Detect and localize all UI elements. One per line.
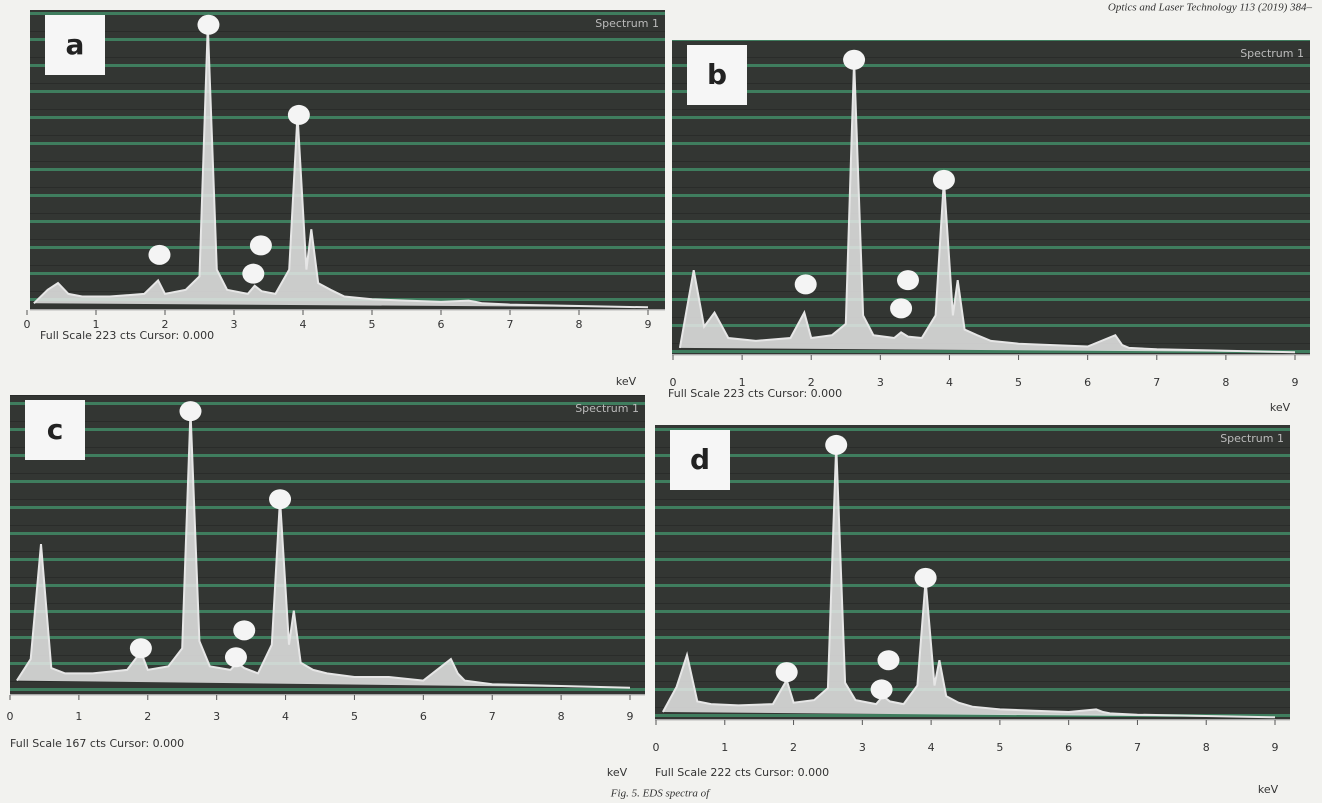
x-tick-label: 7 — [1134, 741, 1141, 754]
peak-marker — [877, 650, 900, 671]
plot-background — [30, 10, 665, 310]
spectrum-title: Spectrum 1 — [1220, 432, 1284, 445]
peak-marker — [269, 489, 292, 510]
x-axis-unit: keV — [616, 375, 637, 388]
spectrum — [33, 24, 649, 309]
panel-label-box — [670, 430, 730, 490]
panel-label-box — [45, 15, 105, 75]
x-tick-label: 6 — [420, 710, 427, 723]
full-scale-note: Full Scale 167 cts Cursor: 0.000 — [10, 737, 184, 750]
full-scale-note: Full Scale 223 cts Cursor: 0.000 — [668, 387, 842, 400]
x-tick-label: 8 — [1222, 376, 1229, 389]
x-tick-label: 5 — [996, 741, 1003, 754]
full-scale-note: Full Scale 222 cts Cursor: 0.000 — [655, 766, 829, 779]
x-tick-label: 5 — [351, 710, 358, 723]
x-tick-label: 9 — [627, 710, 634, 723]
peak-marker — [843, 49, 866, 70]
x-tick-label: 1 — [739, 376, 746, 389]
x-tick-label: 7 — [489, 710, 496, 723]
peak-marker — [775, 662, 798, 683]
peak-marker — [914, 567, 937, 588]
panel-label-box — [25, 400, 85, 460]
x-axis-unit: keV — [607, 766, 628, 779]
x-tick-label: 0 — [24, 318, 31, 331]
peak-marker — [129, 638, 152, 659]
spectrum-title: Spectrum 1 — [575, 402, 639, 415]
x-tick-label: 2 — [162, 318, 169, 331]
x-tick-label: 3 — [231, 318, 238, 331]
x-tick-label: 4 — [300, 318, 307, 331]
plot-background — [672, 40, 1310, 355]
x-tick-label: 7 — [1153, 376, 1160, 389]
panel-label-box — [687, 45, 747, 105]
spectrum-title: Spectrum 1 — [595, 17, 659, 30]
x-tick-label: 5 — [369, 318, 376, 331]
peak-marker — [233, 620, 256, 641]
peak-marker — [242, 263, 265, 284]
x-tick-label: 4 — [282, 710, 289, 723]
x-tick-label: 0 — [7, 710, 14, 723]
x-tick-label: 3 — [877, 376, 884, 389]
x-axis-unit: keV — [1258, 783, 1279, 796]
spectrum — [662, 444, 1276, 719]
panel-label: d — [690, 443, 710, 476]
x-tick-label: 0 — [670, 376, 677, 389]
x-tick-label: 4 — [928, 741, 935, 754]
panel-label: b — [707, 58, 727, 91]
plot-background — [655, 425, 1290, 720]
x-tick-label: 5 — [1015, 376, 1022, 389]
x-tick-label: 2 — [790, 741, 797, 754]
x-tick-label: 8 — [1203, 741, 1210, 754]
x-tick-label: 8 — [576, 318, 583, 331]
x-tick-label: 6 — [1065, 741, 1072, 754]
peak-marker — [148, 244, 171, 265]
x-tick-label: 9 — [1292, 376, 1299, 389]
x-axis-unit: keV — [1270, 401, 1291, 414]
peak-marker — [287, 104, 310, 125]
x-tick-label: 3 — [213, 710, 220, 723]
peak-marker — [224, 647, 247, 668]
x-tick-label: 6 — [438, 318, 445, 331]
journal-header: Optics and Laser Technology 113 (2019) 3… — [1108, 2, 1313, 14]
peak-marker — [896, 270, 919, 291]
peak-marker — [890, 298, 913, 319]
panel-label: a — [66, 28, 85, 61]
peak-marker — [825, 434, 848, 455]
panel-label: c — [47, 413, 64, 446]
peak-marker — [179, 401, 202, 422]
x-tick-label: 2 — [144, 710, 151, 723]
x-tick-label: 9 — [1272, 741, 1279, 754]
spectrum-title: Spectrum 1 — [1240, 47, 1304, 60]
x-tick-label: 6 — [1084, 376, 1091, 389]
plot-background — [10, 395, 645, 695]
peak-marker — [197, 14, 220, 35]
spectrum — [16, 411, 631, 689]
peak-marker — [932, 169, 955, 190]
x-tick-label: 1 — [93, 318, 100, 331]
x-tick-label: 1 — [75, 710, 82, 723]
x-tick-label: 4 — [946, 376, 953, 389]
x-tick-label: 8 — [558, 710, 565, 723]
full-scale-note: Full Scale 223 cts Cursor: 0.000 — [40, 329, 214, 342]
peak-marker — [794, 274, 817, 295]
peak-marker — [249, 235, 272, 256]
x-tick-label: 1 — [721, 741, 728, 754]
peak-marker — [870, 679, 893, 700]
figure-caption: Fig. 5. EDS spectra of — [610, 788, 711, 800]
x-tick-label: 0 — [653, 741, 660, 754]
x-tick-label: 9 — [645, 318, 652, 331]
x-tick-label: 2 — [808, 376, 815, 389]
spectrum — [678, 59, 1296, 354]
x-tick-label: 7 — [507, 318, 514, 331]
x-tick-label: 3 — [859, 741, 866, 754]
